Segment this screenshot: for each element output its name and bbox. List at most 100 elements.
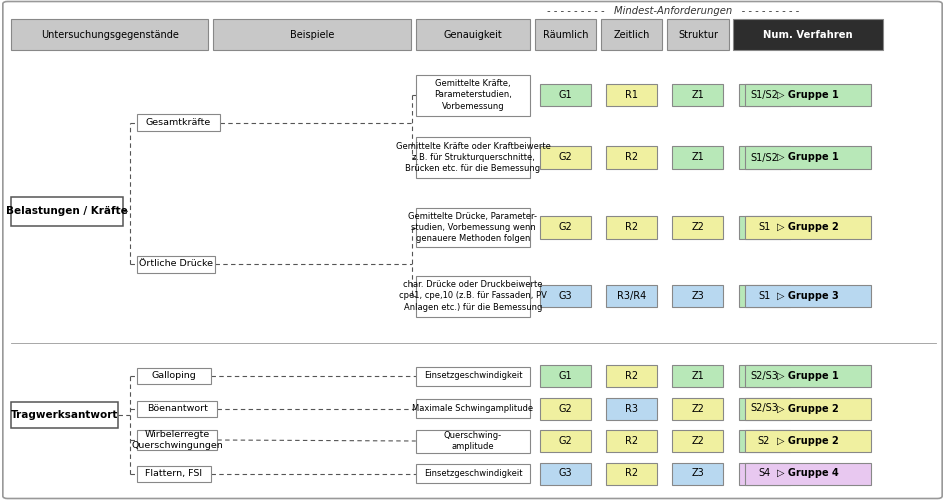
FancyBboxPatch shape <box>415 430 530 452</box>
FancyBboxPatch shape <box>738 365 788 387</box>
Text: Belastungen / Kräfte: Belastungen / Kräfte <box>7 206 127 216</box>
FancyBboxPatch shape <box>672 430 723 452</box>
FancyBboxPatch shape <box>738 216 788 238</box>
Text: Wirbelerregte
Querschwingungen: Wirbelerregte Querschwingungen <box>131 430 223 450</box>
Text: R2: R2 <box>625 371 637 381</box>
FancyBboxPatch shape <box>540 430 591 452</box>
FancyBboxPatch shape <box>540 398 591 419</box>
FancyBboxPatch shape <box>744 146 870 169</box>
Text: Struktur: Struktur <box>677 30 717 40</box>
FancyBboxPatch shape <box>415 74 530 116</box>
Text: Beispiele: Beispiele <box>290 30 333 40</box>
Text: G2: G2 <box>558 436 572 446</box>
FancyBboxPatch shape <box>137 430 217 450</box>
FancyBboxPatch shape <box>137 466 211 481</box>
Text: S2/S3: S2/S3 <box>750 404 777 413</box>
Text: G1: G1 <box>558 90 572 100</box>
Text: S2/S3: S2/S3 <box>750 371 777 381</box>
FancyBboxPatch shape <box>666 19 728 50</box>
Text: Räumlich: Räumlich <box>542 30 588 40</box>
Text: Z2: Z2 <box>691 436 703 446</box>
FancyBboxPatch shape <box>415 399 530 418</box>
FancyBboxPatch shape <box>672 146 723 169</box>
Text: Num. Verfahren: Num. Verfahren <box>763 30 851 40</box>
FancyBboxPatch shape <box>540 84 591 106</box>
FancyBboxPatch shape <box>415 276 530 316</box>
Text: Gemittelte Kräfte,
Parameterstudien,
Vorbemessung: Gemittelte Kräfte, Parameterstudien, Vor… <box>433 80 512 110</box>
FancyBboxPatch shape <box>672 398 723 419</box>
Text: R3: R3 <box>625 404 637 413</box>
Text: Örtliche Drücke: Örtliche Drücke <box>139 260 213 268</box>
Text: S2: S2 <box>757 436 769 446</box>
Text: G2: G2 <box>558 404 572 413</box>
Text: Querschwing-
amplitude: Querschwing- amplitude <box>444 431 501 451</box>
FancyBboxPatch shape <box>744 285 870 307</box>
Text: Untersuchungsgegenstände: Untersuchungsgegenstände <box>41 30 178 40</box>
FancyBboxPatch shape <box>738 285 788 307</box>
FancyBboxPatch shape <box>744 462 870 484</box>
FancyBboxPatch shape <box>605 462 657 484</box>
FancyBboxPatch shape <box>744 216 870 238</box>
Text: Einsetzgeschwindigkeit: Einsetzgeschwindigkeit <box>423 469 522 478</box>
FancyBboxPatch shape <box>11 19 208 50</box>
Text: ▷ Gruppe 4: ▷ Gruppe 4 <box>776 468 838 478</box>
FancyBboxPatch shape <box>744 398 870 419</box>
Text: R2: R2 <box>625 468 637 478</box>
Text: Gemittelte Drücke, Parameter-
studien, Vorbemessung wenn
genauere Methoden folge: Gemittelte Drücke, Parameter- studien, V… <box>408 212 537 243</box>
FancyBboxPatch shape <box>738 398 788 419</box>
Text: Z1: Z1 <box>691 90 703 100</box>
Text: G3: G3 <box>558 468 572 478</box>
Text: G2: G2 <box>558 222 572 232</box>
Text: Z1: Z1 <box>691 371 703 381</box>
FancyBboxPatch shape <box>605 398 657 419</box>
Text: R2: R2 <box>625 436 637 446</box>
Text: char. Drücke oder Druckbeiwerte
cpe1, cpe,10 (z.B. für Fassaden, PV
Anlagen etc.: char. Drücke oder Druckbeiwerte cpe1, cp… <box>398 280 547 312</box>
FancyBboxPatch shape <box>738 146 788 169</box>
FancyBboxPatch shape <box>540 365 591 387</box>
Text: ▷ Gruppe 2: ▷ Gruppe 2 <box>776 404 838 413</box>
FancyBboxPatch shape <box>540 462 591 484</box>
Text: - - - - - - - - -   Mindest-Anforderungen   - - - - - - - - -: - - - - - - - - - Mindest-Anforderungen … <box>547 6 798 16</box>
Text: S1/S2: S1/S2 <box>750 90 777 100</box>
FancyBboxPatch shape <box>605 216 657 238</box>
Text: ▷ Gruppe 1: ▷ Gruppe 1 <box>776 90 838 100</box>
Text: Genauigkeit: Genauigkeit <box>443 30 502 40</box>
FancyBboxPatch shape <box>212 19 411 50</box>
Text: R2: R2 <box>625 152 637 162</box>
FancyBboxPatch shape <box>744 430 870 452</box>
FancyBboxPatch shape <box>605 285 657 307</box>
Text: Einsetzgeschwindigkeit: Einsetzgeschwindigkeit <box>423 372 522 380</box>
FancyBboxPatch shape <box>600 19 662 50</box>
Text: R3/R4: R3/R4 <box>616 291 646 301</box>
FancyBboxPatch shape <box>744 365 870 387</box>
FancyBboxPatch shape <box>605 430 657 452</box>
Text: S4: S4 <box>757 468 769 478</box>
FancyBboxPatch shape <box>672 84 723 106</box>
FancyBboxPatch shape <box>137 114 220 131</box>
FancyBboxPatch shape <box>415 19 530 50</box>
FancyBboxPatch shape <box>744 84 870 106</box>
FancyBboxPatch shape <box>3 2 941 498</box>
Text: ▷ Gruppe 2: ▷ Gruppe 2 <box>776 436 838 446</box>
Text: ▷ Gruppe 1: ▷ Gruppe 1 <box>776 152 838 162</box>
Text: Tragwerksantwort: Tragwerksantwort <box>11 410 118 420</box>
FancyBboxPatch shape <box>738 430 788 452</box>
Text: S1/S2: S1/S2 <box>750 152 777 162</box>
FancyBboxPatch shape <box>672 285 723 307</box>
Text: Z3: Z3 <box>691 468 703 478</box>
Text: Galloping: Galloping <box>151 372 196 380</box>
FancyBboxPatch shape <box>605 146 657 169</box>
FancyBboxPatch shape <box>733 19 882 50</box>
FancyBboxPatch shape <box>534 19 596 50</box>
Text: Z3: Z3 <box>691 291 703 301</box>
Text: G3: G3 <box>558 291 572 301</box>
FancyBboxPatch shape <box>11 402 118 427</box>
Text: S1: S1 <box>757 291 769 301</box>
FancyBboxPatch shape <box>137 400 217 416</box>
Text: Gemittelte Kräfte oder Kraftbeiwerte
z.B. für Strukturquerschnitte,
Brücken etc.: Gemittelte Kräfte oder Kraftbeiwerte z.B… <box>396 142 549 173</box>
FancyBboxPatch shape <box>540 216 591 238</box>
Text: Zeitlich: Zeitlich <box>613 30 649 40</box>
FancyBboxPatch shape <box>540 285 591 307</box>
FancyBboxPatch shape <box>605 84 657 106</box>
Text: R2: R2 <box>625 222 637 232</box>
